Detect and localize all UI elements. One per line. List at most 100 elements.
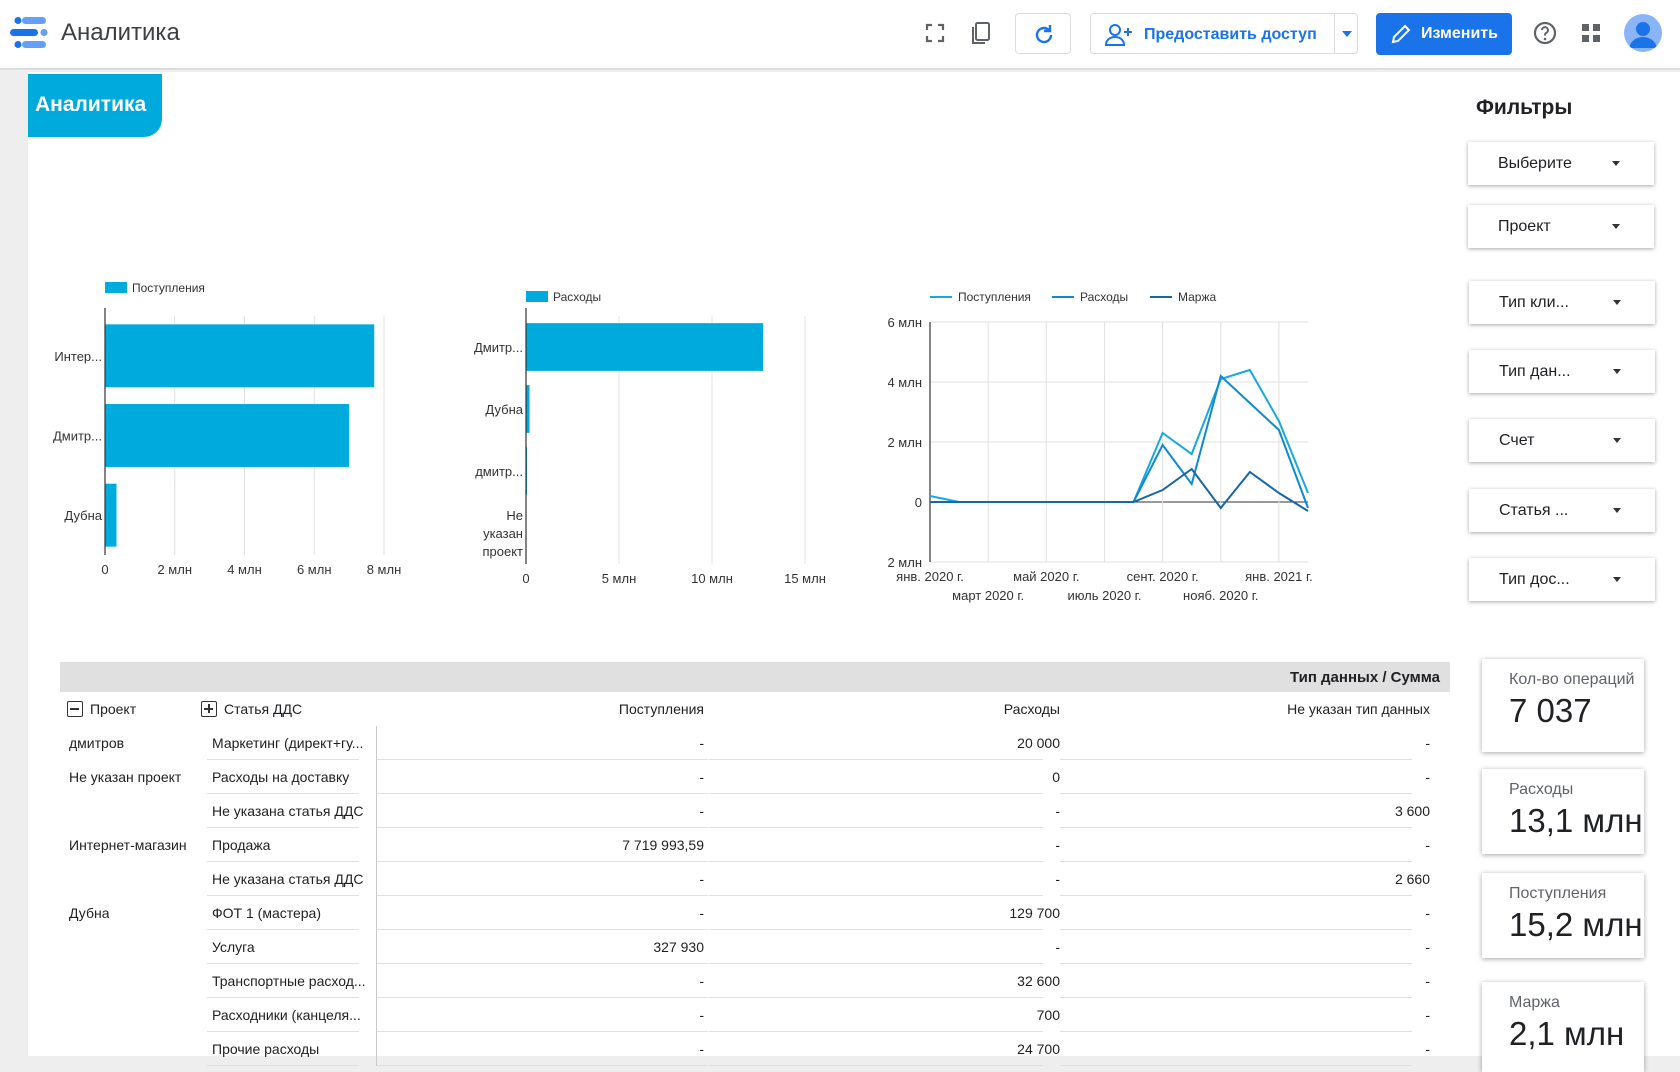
row-divider	[376, 997, 708, 998]
table-row[interactable]: Расходники (канцеля... - 700 -	[60, 998, 1450, 1032]
filter-select[interactable]: Выберите	[1468, 142, 1654, 185]
category-label: Дубна	[64, 508, 102, 523]
kpi-label: Маржа	[1509, 994, 1560, 1011]
table-row[interactable]: Не указан проект Расходы на доставку - 0 -	[60, 760, 1450, 794]
cell-article: Услуга	[212, 939, 255, 955]
row-divider	[376, 793, 708, 794]
row-divider	[709, 861, 1043, 862]
legend-label: Маржа	[1178, 290, 1217, 304]
cell-article: Транспортные расход...	[212, 973, 366, 989]
col-header-income[interactable]: Поступления	[618, 701, 704, 717]
x-tick-label: янв. 2021 г.	[1245, 569, 1313, 584]
filter-access-type[interactable]: Тип дос...	[1469, 558, 1655, 601]
table-row[interactable]: Интернет-магазин Продажа 7 719 993,59 - -	[60, 828, 1450, 862]
kpi-value: 15,2 млн	[1509, 906, 1643, 943]
kpi-card-expenses: Расходы 13,1 млн	[1482, 769, 1644, 854]
refresh-button[interactable]	[1015, 13, 1071, 54]
top-bar: Аналитика Предоставить доступ Изменить	[0, 0, 1680, 70]
cell-unspecified: 2 660	[1394, 871, 1430, 887]
row-divider	[1060, 963, 1412, 964]
series-line	[930, 467, 1309, 512]
expenses-bar-chart[interactable]: Расходы 0 5 млн 10 млн 15 млн Дмитр... Дубна дм…	[448, 192, 888, 632]
kpi-card-margin: Маржа 2,1 млн	[1482, 982, 1644, 1072]
category-label: Дмитр...	[474, 340, 523, 355]
apps-icon[interactable]	[1578, 20, 1604, 46]
row-divider	[207, 1065, 359, 1066]
dropdown-arrow-icon	[1613, 577, 1621, 582]
copy-icon[interactable]	[968, 20, 994, 46]
data-studio-logo-icon[interactable]	[10, 17, 48, 49]
row-divider	[207, 827, 359, 828]
fullscreen-icon[interactable]	[922, 20, 948, 46]
cell-income: -	[699, 1041, 704, 1057]
expand-icon[interactable]	[201, 701, 217, 717]
category-label: Интер...	[54, 349, 102, 364]
bar	[526, 323, 764, 371]
kpi-card-operations: Кол-во операций 7 037	[1482, 659, 1644, 752]
table-row[interactable]: Не указана статья ДДС - - 2 660	[60, 862, 1450, 896]
row-divider	[709, 793, 1043, 794]
filter-label: Тип кли...	[1499, 294, 1569, 311]
cell-expenses: 32 600	[1017, 973, 1060, 989]
page-badge: Аналитика	[28, 74, 162, 137]
filter-data-type[interactable]: Тип дан...	[1469, 350, 1655, 393]
cell-article: Не указана статья ДДС	[212, 803, 364, 819]
legend-label: Поступления	[132, 281, 205, 295]
table-row[interactable]: Не указана статья ДДС - - 3 600	[60, 794, 1450, 828]
filter-account[interactable]: Счет	[1469, 419, 1655, 462]
cell-article: Маркетинг (директ+гу...	[212, 735, 364, 751]
col-header-article[interactable]: Статья ДДС	[224, 701, 303, 717]
timeseries-line-chart[interactable]: Поступления Расходы Маржа 6 млн 4 млн 2 млн 0 -…	[888, 192, 1408, 652]
kpi-value: 2,1 млн	[1509, 1015, 1625, 1052]
row-divider	[376, 759, 708, 760]
row-divider	[1060, 861, 1412, 862]
col-header-expenses[interactable]: Расходы	[1003, 701, 1060, 717]
cell-income: -	[699, 1007, 704, 1023]
col-header-project[interactable]: Проект	[90, 701, 137, 717]
row-divider	[207, 861, 359, 862]
page-badge-label: Аналитика	[35, 93, 147, 116]
account-avatar[interactable]	[1624, 14, 1662, 52]
cell-unspecified: -	[1425, 939, 1430, 955]
cell-expenses: 24 700	[1017, 1041, 1060, 1057]
income-bar-chart[interactable]: Поступления 0 2 млн 4 млн 6 млн 8 млн Интер...…	[28, 192, 448, 632]
row-divider	[709, 929, 1043, 930]
table-row[interactable]: Услуга 327 930 - -	[60, 930, 1450, 964]
table-row[interactable]: Транспортные расход... - 32 600 -	[60, 964, 1450, 998]
edit-button[interactable]: Изменить	[1376, 13, 1512, 55]
x-tick-label: июль 2020 г.	[1067, 588, 1141, 603]
y-tick-label: 4 млн	[888, 375, 922, 390]
user-icon	[1629, 22, 1657, 48]
filter-label: Проект	[1498, 218, 1551, 235]
category-label: Дмитр...	[53, 429, 102, 444]
table-row[interactable]: Дубна ФОТ 1 (мастера) - 129 700 -	[60, 896, 1450, 930]
cell-expenses: 0	[1052, 769, 1060, 785]
cell-income: -	[699, 905, 704, 921]
share-button[interactable]: Предоставить доступ	[1090, 13, 1358, 54]
filter-article[interactable]: Статья ...	[1469, 489, 1655, 532]
share-button-divider	[1334, 14, 1335, 53]
category-label: дмитр...	[475, 464, 523, 479]
col-header-unspecified[interactable]: Не указан тип данных	[1287, 701, 1430, 717]
collapse-icon[interactable]	[67, 701, 83, 717]
cell-expenses: 700	[1036, 1007, 1060, 1023]
x-tick-label: 15 млн	[784, 571, 826, 586]
table-row[interactable]: Прочие расходы - 24 700 -	[60, 1032, 1450, 1066]
cell-unspecified: -	[1425, 905, 1430, 921]
filter-client-type[interactable]: Тип кли...	[1469, 281, 1655, 324]
series-line	[929, 368, 1309, 503]
cell-article: Расходы на доставку	[212, 769, 350, 785]
table-row[interactable]: дмитров Маркетинг (директ+гу... - 20 000 -	[60, 726, 1450, 760]
help-icon[interactable]	[1532, 20, 1558, 46]
dropdown-arrow-icon	[1613, 369, 1621, 374]
cell-income: -	[699, 769, 704, 785]
filter-project[interactable]: Проект	[1468, 205, 1654, 248]
row-divider	[1060, 997, 1412, 998]
kpi-label: Расходы	[1509, 781, 1574, 798]
column-divider	[376, 726, 377, 1066]
x-tick-label: нояб. 2020 г.	[1183, 588, 1258, 603]
kpi-label: Кол-во операций	[1509, 671, 1635, 688]
filter-label: Счет	[1499, 432, 1535, 449]
share-dropdown-arrow-icon[interactable]	[1342, 31, 1352, 37]
cell-unspecified: -	[1425, 735, 1430, 751]
